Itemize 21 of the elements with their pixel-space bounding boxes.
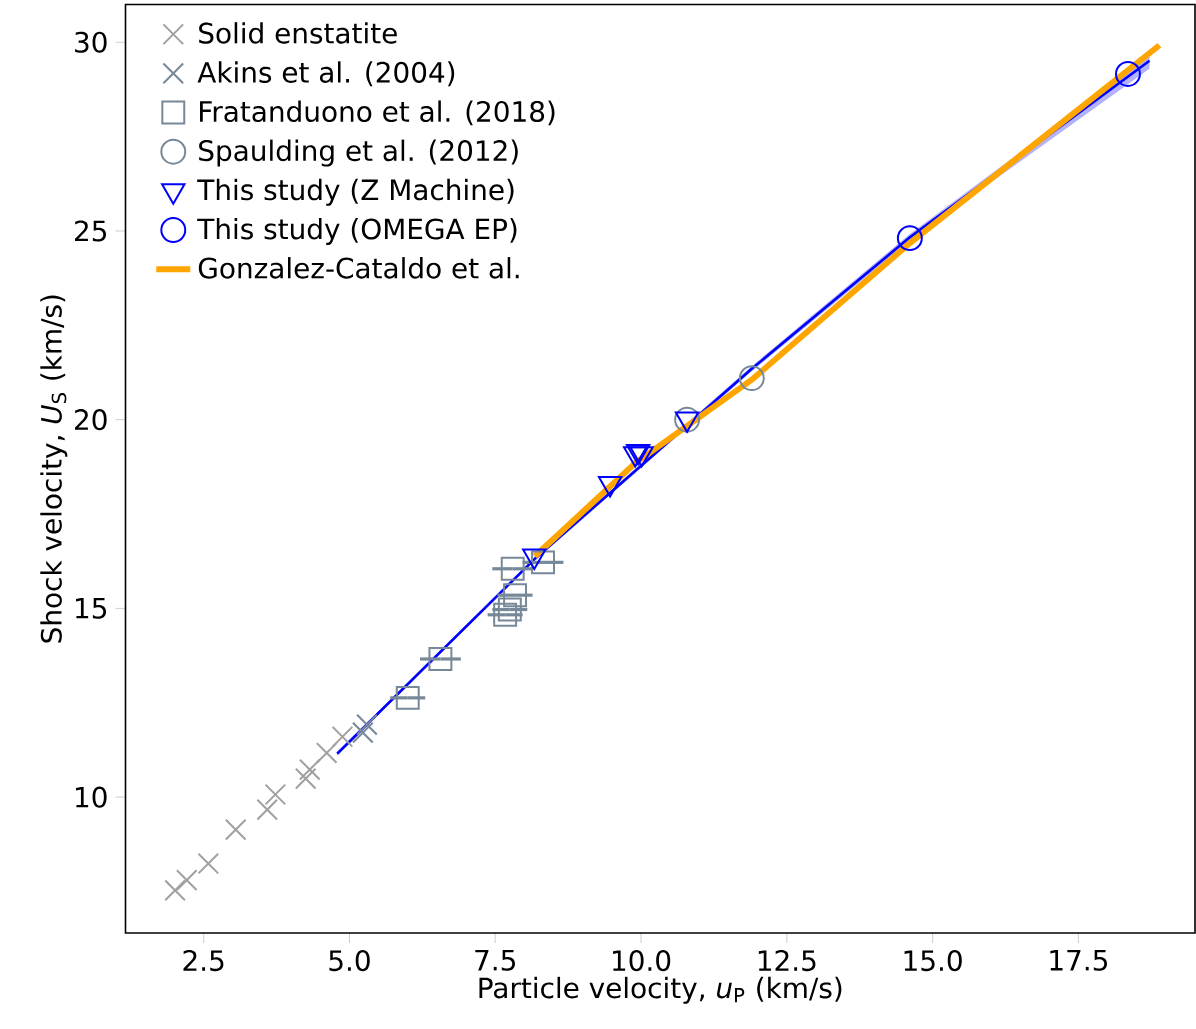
y-tick-label: 10 — [76, 786, 107, 808]
y-tick-label: 15 — [76, 598, 107, 619]
y-tick-label: 30 — [75, 31, 107, 53]
x-tick-label: 7.5 — [475, 950, 515, 971]
legend-label: Akins et al. (2004) — [197, 61, 455, 87]
x-tick-label: 5.0 — [329, 950, 370, 972]
legend-label: Solid enstatite — [199, 22, 397, 44]
y-tick-label: 25 — [75, 220, 107, 242]
x-axis-title: Particle velocity, u$_{P}$ (km/s) — [479, 976, 842, 1004]
legend-label: This study (Z Machine) — [197, 178, 514, 206]
x-tick-label: 10.0 — [613, 950, 671, 972]
x-tick-label: 17.5 — [1050, 950, 1107, 971]
legend-label: Fratanduono et al. (2018) — [200, 100, 555, 126]
legend-label: Gonzalez-Cataldo et al. — [198, 257, 519, 279]
x-tick-label: 2.5 — [183, 950, 224, 972]
legend-label: This study (OMEGA EP) — [197, 217, 517, 245]
x-tick-label: 15.0 — [904, 950, 962, 972]
y-tick-label: 20 — [75, 409, 107, 431]
x-tick-label: 12.5 — [758, 950, 816, 972]
legend-label: Spaulding et al. (2012) — [199, 139, 518, 167]
y-axis-title: Shock velocity, U$_{S}$ (km/s) — [40, 295, 68, 643]
